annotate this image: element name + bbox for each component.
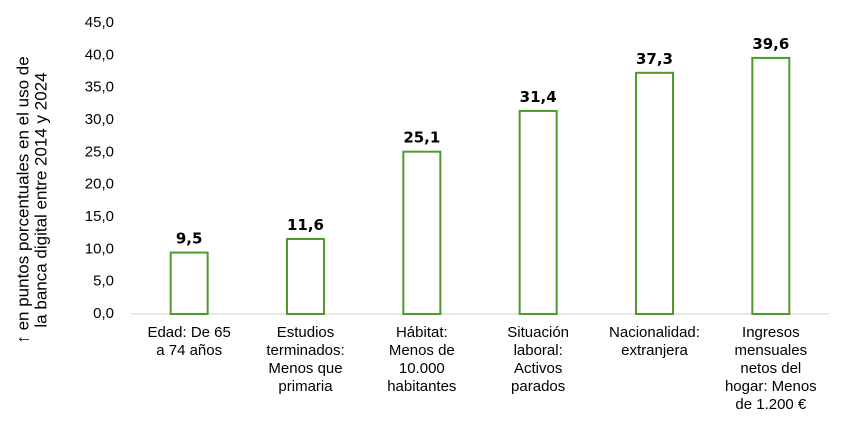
- bar: [751, 56, 791, 315]
- bar: [286, 237, 325, 315]
- data-label: 31,4: [520, 88, 557, 106]
- data-labels: 9,5 11,6 25,1 31,4 37,3 39,6: [176, 35, 789, 248]
- bars: [169, 56, 791, 315]
- y-tick-label: 5,0: [93, 273, 114, 290]
- data-label: 9,5: [176, 230, 203, 248]
- y-tick-label: 15,0: [85, 208, 114, 225]
- data-label: 25,1: [403, 129, 440, 147]
- y-tick-label: 45,0: [85, 14, 114, 31]
- y-axis-label-line-1: ↑ en puntos porcentuales en el uso de: [13, 56, 32, 343]
- data-label: 37,3: [636, 50, 673, 68]
- bar: [635, 71, 674, 315]
- data-label: 11,6: [287, 216, 324, 234]
- bar: [169, 251, 209, 315]
- y-tick-label: 25,0: [85, 143, 114, 160]
- category-label: Situación laboral: Activos parados: [507, 324, 569, 395]
- y-tick-label: 40,0: [85, 46, 114, 63]
- y-tick-label: 35,0: [85, 79, 114, 96]
- category-label: Hábitat: Menos de 10.000 habitantes: [387, 324, 456, 395]
- y-axis-label-line-2: la banca digital entre 2014 y 2024: [31, 72, 50, 327]
- bar: [402, 150, 442, 315]
- y-tick-label: 10,0: [85, 240, 114, 257]
- data-label: 39,6: [752, 35, 789, 53]
- y-axis-ticks: 0,0 5,0 10,0 15,0 20,0 25,0 30,0 35,0 40,0 45,0: [85, 14, 114, 322]
- y-tick-label: 20,0: [85, 176, 114, 193]
- category-label: Nacionalidad: extranjera: [609, 324, 700, 359]
- y-tick-label: 30,0: [85, 111, 114, 128]
- category-label: Edad: De 65 a 74 años: [147, 324, 230, 359]
- y-tick-label: 0,0: [93, 305, 114, 322]
- category-labels: Edad: De 65 a 74 años Estudios terminados: M…: [147, 324, 816, 413]
- bar: [518, 109, 558, 315]
- category-label: Estudios terminados: Menos que primaria: [266, 324, 344, 395]
- y-axis-label: ↑ en puntos porcentuales en el uso de la …: [13, 56, 50, 343]
- category-label: Ingresos mensuales netos del hogar: Menos de…: [725, 324, 817, 413]
